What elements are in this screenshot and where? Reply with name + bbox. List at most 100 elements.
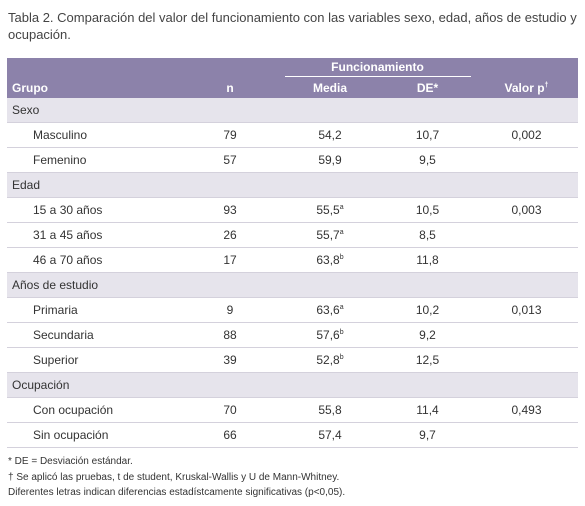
column-header: Media <box>280 78 380 98</box>
group-header: Funcionamiento <box>284 60 471 77</box>
column-header: Grupo <box>7 78 180 98</box>
media-cell: 63,6a <box>280 297 380 323</box>
media-value: 63,8 <box>316 253 340 267</box>
n-cell: 26 <box>180 222 280 248</box>
header-row: Grupo n Media DE* Valor p† <box>7 78 578 98</box>
p-cell <box>475 222 578 248</box>
n-cell: 70 <box>180 397 280 423</box>
de-cell: 10,2 <box>380 297 475 323</box>
data-row: 15 a 30 años 93 55,5a 10,5 0,003 <box>7 197 578 223</box>
media-value: 55,5 <box>316 203 340 217</box>
footnotes: * DE = Desviación estándar. † Se aplicó l… <box>8 454 345 501</box>
row-label: Superior <box>7 347 180 373</box>
media-value: 63,6 <box>316 303 340 317</box>
data-row: 31 a 45 años 26 55,7a 8,5 <box>7 222 578 248</box>
header-row: Funcionamiento <box>7 58 578 78</box>
p-cell <box>475 147 578 173</box>
media-cell: 57,4 <box>280 422 380 448</box>
data-row: 46 a 70 años 17 63,8b 11,8 <box>7 247 578 273</box>
media-cell: 55,8 <box>280 397 380 423</box>
media-value: 55,8 <box>318 403 342 417</box>
data-row: Superior 39 52,8b 12,5 <box>7 347 578 373</box>
column-header-text: Valor p <box>504 81 545 95</box>
media-value: 59,9 <box>318 153 342 167</box>
media-superscript: a <box>339 304 344 311</box>
p-cell: 0,013 <box>475 297 578 323</box>
media-value: 52,8 <box>316 353 340 367</box>
section-label: Ocupación <box>7 372 578 398</box>
data-row: Con ocupación 70 55,8 11,4 0,493 <box>7 397 578 423</box>
section-row: Edad <box>7 172 578 198</box>
footnote: Diferentes letras indican diferencias es… <box>8 487 346 498</box>
de-cell: 11,8 <box>380 247 475 273</box>
table-title: Tabla 2. Comparación del valor del funci… <box>8 10 577 42</box>
n-cell: 88 <box>180 322 280 348</box>
n-cell: 39 <box>180 347 280 373</box>
column-header: n <box>180 78 280 98</box>
footnote: † Se aplicó las pruebas, t de student, K… <box>8 471 340 483</box>
section-row: Años de estudio <box>7 272 578 298</box>
n-cell: 66 <box>180 422 280 448</box>
p-cell <box>475 247 578 273</box>
media-cell: 59,9 <box>280 147 380 173</box>
p-cell: 0,493 <box>475 397 578 423</box>
p-cell <box>475 347 578 373</box>
section-row: Sexo <box>7 98 578 123</box>
section-label: Edad <box>7 172 578 198</box>
row-label: Femenino <box>7 147 180 173</box>
media-cell: 55,7a <box>280 222 380 248</box>
de-cell: 10,5 <box>380 197 475 223</box>
data-row: Sin ocupación 66 57,4 9,7 <box>7 422 578 448</box>
data-row: Femenino 57 59,9 9,5 <box>7 147 578 173</box>
media-value: 57,6 <box>316 328 340 342</box>
media-cell: 54,2 <box>280 122 380 148</box>
media-superscript: b <box>339 254 344 261</box>
row-label: Sin ocupación <box>7 422 180 448</box>
de-cell: 12,5 <box>380 347 475 373</box>
media-superscript: a <box>339 204 344 211</box>
de-cell: 9,2 <box>380 322 475 348</box>
media-value: 57,4 <box>318 428 342 442</box>
de-cell: 10,7 <box>380 122 475 148</box>
section-label: Años de estudio <box>7 272 578 298</box>
n-cell: 57 <box>180 147 280 173</box>
media-cell: 55,5a <box>280 197 380 223</box>
data-row: Primaria 9 63,6a 10,2 0,013 <box>7 297 578 323</box>
row-label: 15 a 30 años <box>7 197 180 223</box>
n-cell: 79 <box>180 122 280 148</box>
n-cell: 9 <box>180 297 280 323</box>
row-label: Con ocupación <box>7 397 180 423</box>
media-superscript: b <box>339 329 344 336</box>
footnote-mark: † <box>544 82 549 89</box>
row-label: 31 a 45 años <box>7 222 180 248</box>
row-label: Primaria <box>7 297 180 323</box>
media-value: 55,7 <box>316 228 340 242</box>
media-cell: 63,8b <box>280 247 380 273</box>
p-cell: 0,002 <box>475 122 578 148</box>
section-label: Sexo <box>7 98 578 123</box>
data-table: Funcionamiento Grupo n Media DE* Valor p… <box>7 58 578 448</box>
media-superscript: b <box>339 354 344 361</box>
n-cell: 17 <box>180 247 280 273</box>
p-cell <box>475 322 578 348</box>
column-header: Valor p† <box>475 78 578 98</box>
row-label: Masculino <box>7 122 180 148</box>
row-label: Secundaria <box>7 322 180 348</box>
media-value: 54,2 <box>318 128 342 142</box>
media-cell: 57,6b <box>280 322 380 348</box>
column-header: DE* <box>380 78 475 98</box>
section-row: Ocupación <box>7 372 578 398</box>
footnote: * DE = Desviación estándar. <box>8 456 133 467</box>
data-row: Masculino 79 54,2 10,7 0,002 <box>7 122 578 148</box>
de-cell: 8,5 <box>380 222 475 248</box>
p-cell <box>475 422 578 448</box>
media-superscript: a <box>339 229 344 236</box>
media-cell: 52,8b <box>280 347 380 373</box>
n-cell: 93 <box>180 197 280 223</box>
p-cell: 0,003 <box>475 197 578 223</box>
data-row: Secundaria 88 57,6b 9,2 <box>7 322 578 348</box>
de-cell: 9,7 <box>380 422 475 448</box>
de-cell: 11,4 <box>380 397 475 423</box>
de-cell: 9,5 <box>380 147 475 173</box>
